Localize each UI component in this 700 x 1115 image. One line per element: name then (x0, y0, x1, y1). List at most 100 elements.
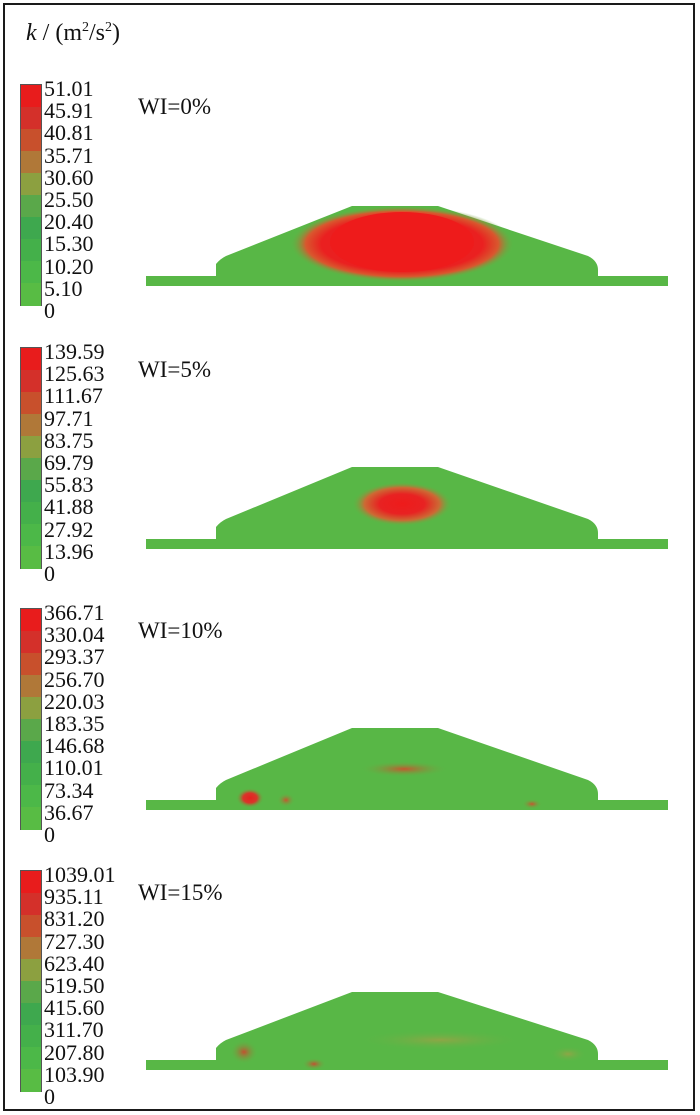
colorbar-segment (21, 436, 41, 460)
colorbar-segment (21, 631, 41, 655)
tick-label: 831.20 (44, 906, 105, 932)
colorbar-segment (21, 546, 41, 570)
tick-label: 1039.01 (44, 862, 116, 887)
tick-label: 366.71 (44, 600, 105, 625)
colorbar-ticks: 139.59 125.63 111.67 97.71 83.75 69.79 5… (44, 339, 134, 586)
tick-label: 293.37 (44, 644, 105, 670)
tick-label: 330.04 (44, 622, 105, 648)
figure-frame (3, 3, 695, 1111)
tick-label: 15.30 (44, 231, 94, 257)
high-k-spot (277, 793, 295, 807)
colorbar-segment (21, 937, 41, 961)
colorbar-segment (21, 151, 41, 175)
tick-label: 139.59 (44, 339, 105, 364)
colorbar-segment (21, 524, 41, 548)
tick-label: 935.11 (44, 884, 104, 910)
colorbar (20, 870, 42, 1093)
colorbar-segment (21, 741, 41, 765)
tick-label: 20.40 (44, 209, 94, 235)
moderate-k-zone (360, 1030, 520, 1050)
colorbar-segment (21, 653, 41, 677)
tick-label: 207.80 (44, 1039, 105, 1065)
tick-label: 0 (44, 297, 55, 323)
colorbar-segment (21, 458, 41, 482)
colorbar-segment (21, 480, 41, 504)
high-k-core-center (330, 212, 474, 272)
colorbar-segment (21, 981, 41, 1005)
tick-label: 10.20 (44, 253, 94, 279)
tick-label: 51.01 (44, 76, 94, 101)
colorbar-segment (21, 675, 41, 699)
embankment-contour (146, 467, 668, 549)
colorbar-segment (21, 763, 41, 787)
tick-label: 111.67 (44, 383, 103, 409)
tick-label: 0 (44, 821, 55, 847)
colorbar (20, 608, 42, 831)
tick-label: 256.70 (44, 666, 105, 692)
title-superscript-1: 2 (81, 20, 89, 35)
colorbar-segment (21, 1069, 41, 1093)
tick-label: 5.10 (44, 275, 83, 301)
tick-label: 35.71 (44, 142, 94, 168)
colorbar-segment (21, 392, 41, 416)
colorbar-segment (21, 959, 41, 983)
title-unit-open: / (m (36, 20, 82, 46)
colorbar-segment (21, 348, 41, 372)
colorbar-ticks: 366.71 330.04 293.37 256.70 220.03 183.3… (44, 600, 134, 847)
colorbar-segment (21, 1003, 41, 1027)
colorbar-segment (21, 107, 41, 131)
high-k-spot (302, 1058, 326, 1070)
tick-label: 623.40 (44, 950, 105, 976)
colorbar-title: k / (m2/s2) (26, 20, 120, 47)
tick-label: 73.34 (44, 777, 94, 803)
tick-label: 41.88 (44, 494, 94, 520)
case-label: WI=5% (138, 357, 211, 382)
tick-label: 415.60 (44, 995, 105, 1021)
colorbar-segment (21, 1025, 41, 1049)
tick-label: 55.83 (44, 472, 94, 498)
tick-label: 13.96 (44, 538, 94, 564)
colorbar-segment (21, 239, 41, 263)
tick-label: 311.70 (44, 1017, 104, 1043)
tick-label: 146.68 (44, 733, 105, 759)
tick-label: 110.01 (44, 755, 104, 781)
colorbar-ticks: 1039.01 935.11 831.20 727.30 623.40 519.… (44, 862, 134, 1109)
colorbar-segment (21, 1047, 41, 1071)
tick-label: 45.91 (44, 98, 94, 124)
colorbar-segment (21, 893, 41, 917)
high-k-core (352, 482, 452, 526)
colorbar-segment (21, 217, 41, 241)
embankment-contour (146, 992, 668, 1070)
case-label: WI=0% (138, 94, 211, 119)
colorbar-segment (21, 915, 41, 939)
tick-label: 519.50 (44, 972, 105, 998)
title-variable: k (26, 20, 37, 46)
tick-label: 83.75 (44, 427, 94, 453)
title-superscript-2: 2 (105, 20, 112, 35)
high-k-spot (230, 1040, 258, 1064)
colorbar-segment (21, 85, 41, 109)
tick-label: 36.67 (44, 799, 94, 825)
high-k-spot (236, 788, 264, 808)
tick-label: 727.30 (44, 928, 105, 954)
embankment-contour (146, 206, 668, 286)
colorbar-segment (21, 173, 41, 197)
tick-label: 183.35 (44, 710, 105, 736)
high-k-spot (522, 799, 542, 809)
embankment-contour (146, 728, 668, 810)
moderate-k-zone (550, 1046, 586, 1062)
tick-label: 220.03 (44, 688, 105, 714)
colorbar-segment (21, 129, 41, 153)
tick-label: 27.92 (44, 516, 94, 542)
colorbar-segment (21, 871, 41, 895)
tick-label: 0 (44, 1083, 55, 1109)
colorbar-segment (21, 283, 41, 307)
tick-label: 0 (44, 560, 55, 586)
high-k-band (360, 761, 448, 777)
tick-label: 69.79 (44, 449, 94, 475)
title-unit-close: ) (112, 20, 120, 46)
tick-label: 25.50 (44, 186, 94, 212)
colorbar-segment (21, 785, 41, 809)
case-label: WI=15% (138, 880, 223, 905)
tick-label: 40.81 (44, 120, 94, 146)
